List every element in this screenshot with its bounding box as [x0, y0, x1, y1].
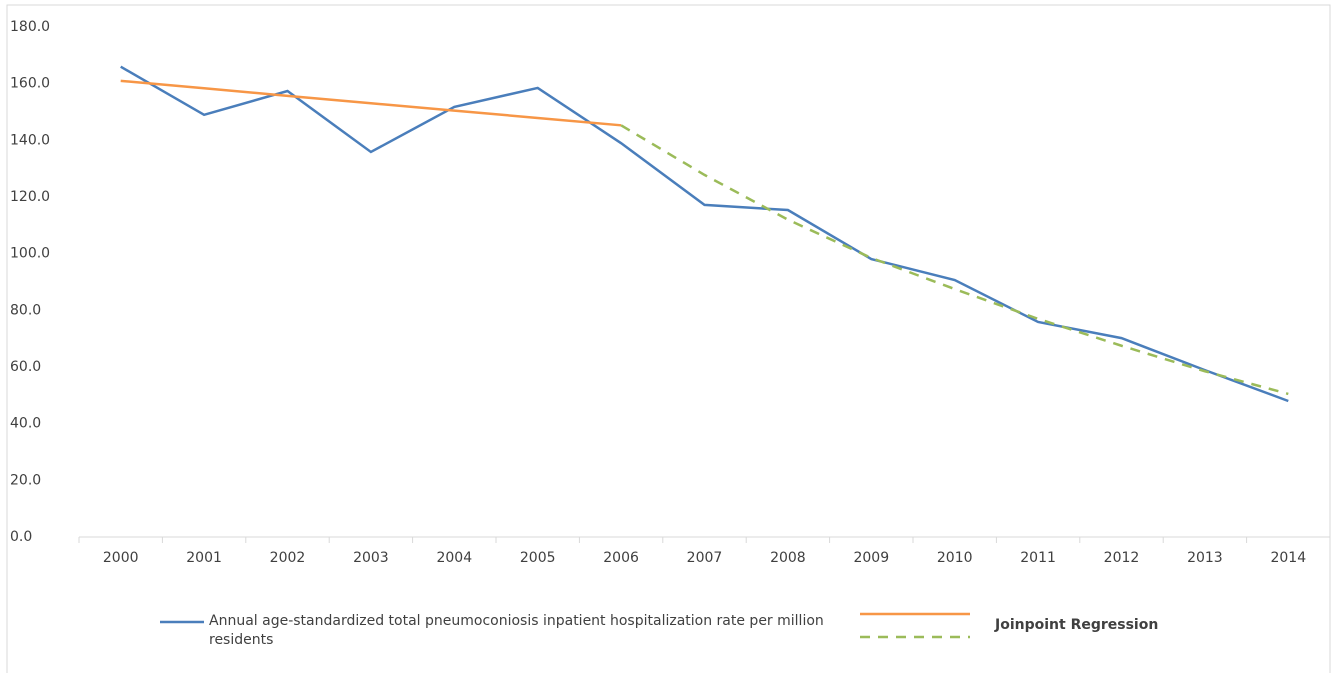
- x-tick-label: 2010: [937, 550, 973, 566]
- x-tick-label: 2011: [1020, 550, 1056, 566]
- x-tick-label: 2007: [687, 550, 723, 566]
- x-tick-label: 2002: [270, 550, 306, 566]
- x-tick-label: 2013: [1187, 550, 1223, 566]
- y-tick-label: 80.0: [10, 302, 41, 318]
- x-tick-label: 2004: [436, 550, 472, 566]
- x-tick-label: 2008: [770, 550, 806, 566]
- legend-label: Joinpoint Regression: [995, 617, 1159, 633]
- x-tick-label: 2000: [103, 550, 139, 566]
- y-tick-label: 40.0: [10, 416, 41, 432]
- chart-border: [6, 4, 1331, 673]
- y-tick-label: 60.0: [10, 359, 41, 375]
- y-tick-label: 120.0: [10, 189, 50, 205]
- series-line: [120, 79, 622, 127]
- y-tick-label: 140.0: [10, 132, 50, 148]
- y-tick-label: 160.0: [10, 76, 50, 92]
- x-tick-label: 2001: [186, 550, 222, 566]
- y-tick-label: 100.0: [10, 246, 50, 262]
- x-tick-label: 2005: [520, 550, 556, 566]
- y-tick-label: 0.0: [10, 529, 32, 545]
- x-tick-label: 2012: [1104, 550, 1140, 566]
- x-tick-label: 2006: [603, 550, 639, 566]
- series-line: [620, 124, 1289, 396]
- x-tick-label: 2003: [353, 550, 389, 566]
- legend-label: Annual age-standardized total pneumoconi…: [209, 613, 824, 648]
- x-tick-label: 2009: [853, 550, 889, 566]
- y-tick-label: 20.0: [10, 472, 41, 488]
- x-tick-label: 2014: [1270, 550, 1306, 566]
- series-line: [120, 65, 1289, 403]
- y-tick-label: 180.0: [10, 19, 50, 35]
